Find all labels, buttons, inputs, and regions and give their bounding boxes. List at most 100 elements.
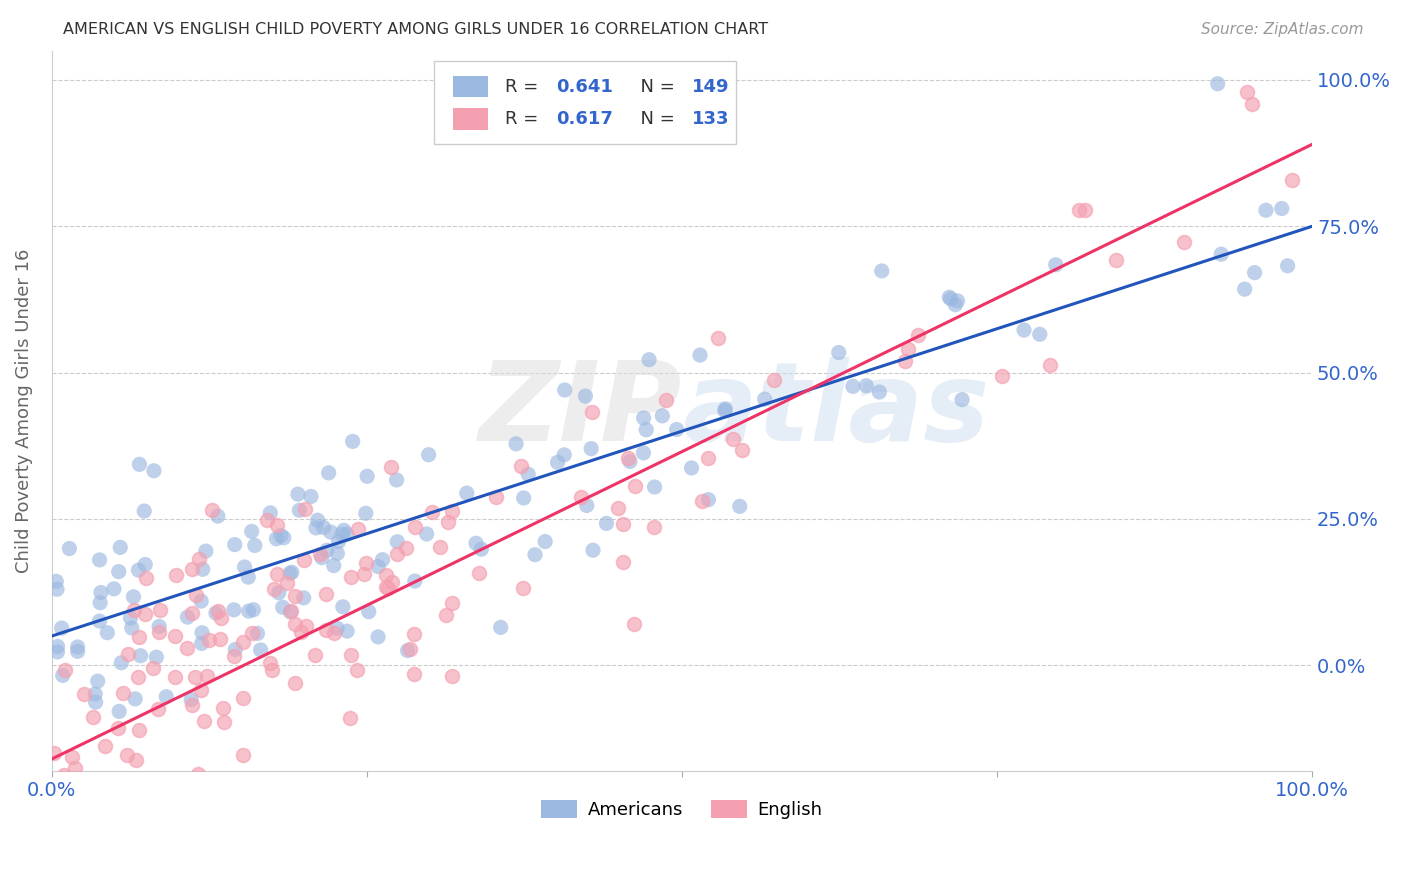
Point [842,379,865,393]
Point [395,541,418,555]
Point [897,342,920,356]
Point [249,643,271,657]
Point [200,503,222,517]
Point [367,559,389,574]
Point [209,632,232,647]
Point [707,331,730,345]
Point [278,566,301,581]
Point [554,383,576,397]
Point [336,624,359,639]
Point [1039,358,1062,372]
Point [52,768,75,782]
Point [110,656,132,670]
Point [318,466,340,480]
Point [84,695,107,709]
Point [512,581,534,595]
Point [485,490,508,504]
Point [107,721,129,735]
Point [524,548,547,562]
Point [643,520,665,534]
Point [309,547,332,561]
Point [246,626,269,640]
Point [385,547,408,561]
Point [62,871,84,886]
Point [340,570,363,584]
Point [354,506,377,520]
Point [45,574,67,589]
Point [267,585,290,599]
Point [339,711,361,725]
Point [907,328,929,343]
Point [190,682,212,697]
Point [128,458,150,472]
Point [582,543,605,558]
Point [238,604,260,618]
Point [304,648,326,662]
Point [1243,266,1265,280]
Point [110,541,132,555]
Point [180,562,202,576]
Point [517,467,540,482]
Point [82,710,104,724]
Point [45,777,67,791]
Point [66,644,89,658]
Point [176,641,198,656]
Point [194,544,217,558]
Point [651,409,673,423]
Point [65,761,87,775]
Point [148,619,170,633]
Point [434,607,457,622]
FancyBboxPatch shape [453,108,488,130]
Point [1271,202,1294,216]
Point [402,666,425,681]
Point [655,392,678,407]
Point [233,560,256,574]
Text: 149: 149 [692,78,730,95]
Point [868,385,890,400]
Point [1029,327,1052,342]
Point [946,293,969,308]
Point [149,602,172,616]
Point [94,739,117,753]
Point [356,469,378,483]
Point [396,643,419,657]
Point [569,490,592,504]
Point [117,647,139,661]
Point [121,621,143,635]
Point [155,690,177,704]
Point [574,389,596,403]
Y-axis label: Child Poverty Among Girls Under 16: Child Poverty Among Girls Under 16 [15,249,32,573]
Point [190,636,212,650]
Point [415,527,437,541]
Point [697,492,720,507]
FancyBboxPatch shape [433,62,737,145]
Point [939,292,962,306]
Point [259,656,281,670]
Text: AMERICAN VS ENGLISH CHILD POVERTY AMONG GIRLS UNDER 16 CORRELATION CHART: AMERICAN VS ENGLISH CHILD POVERTY AMONG … [63,22,769,37]
Point [633,446,655,460]
Point [89,553,111,567]
Point [290,625,312,640]
Point [89,614,111,628]
Point [46,640,69,654]
Text: ZIP: ZIP [478,357,682,464]
Point [294,501,316,516]
Point [1277,259,1299,273]
Point [283,675,305,690]
Point [232,690,254,705]
Point [315,587,337,601]
Point [108,705,131,719]
Point [346,663,368,677]
Point [312,520,335,534]
Point [429,540,451,554]
Point [1254,203,1277,218]
Point [636,423,658,437]
Point [638,352,661,367]
Point [690,494,713,508]
Point [266,532,288,546]
Point [125,753,148,767]
Point [617,451,640,466]
Point [311,550,333,565]
Point [288,503,311,517]
Point [42,746,65,760]
